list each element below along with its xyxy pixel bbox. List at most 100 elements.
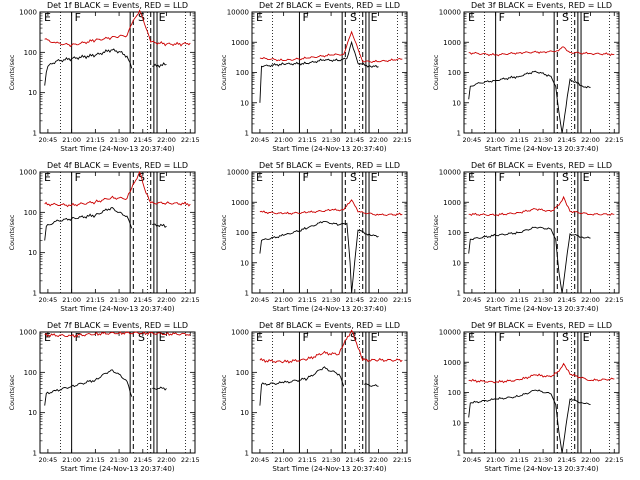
detector-panel: Det 1f BLACK = Events, RED = LLD 1 10 100 10… (8, 1, 200, 153)
y-tick-label: 100 (24, 49, 37, 57)
interval-flag-label: E (44, 331, 51, 344)
x-tick-label: 21:00 (274, 456, 293, 464)
y-tick-label: 1 (245, 130, 249, 138)
x-axis-label: Start Time (24-Nov-13 20:37:40) (272, 305, 386, 313)
x-axis-label: Start Time (24-Nov-13 20:37:40) (60, 145, 174, 153)
y-tick-label: 10000 (227, 169, 249, 177)
y-tick-label: 1 (245, 450, 249, 458)
x-tick-label: 21:15 (86, 456, 105, 464)
events-series-line (44, 369, 167, 406)
x-axis-label: Start Time (24-Nov-13 20:37:40) (484, 145, 598, 153)
x-tick-label: 21:30 (534, 136, 553, 144)
interval-flag-label: S (350, 11, 357, 24)
x-axis-label: Start Time (24-Nov-13 20:37:40) (484, 305, 598, 313)
x-tick-label: 22:15 (181, 456, 200, 464)
y-tick-label: 100 (24, 369, 37, 377)
x-tick-label: 21:30 (322, 136, 341, 144)
x-tick-label: 21:45 (557, 456, 576, 464)
x-tick-label: 21:45 (345, 456, 364, 464)
interval-flag-label: E (159, 171, 166, 184)
y-tick-label: 100 (448, 229, 461, 237)
lld-series-line (468, 195, 615, 217)
events-series-line (468, 226, 591, 294)
x-tick-label: 21:00 (486, 136, 505, 144)
plot-frame (251, 11, 408, 134)
panel-title: Det 7f BLACK = Events, RED = LLD (47, 321, 188, 330)
x-tick-label: 20:45 (39, 296, 58, 304)
x-tick-label: 22:00 (157, 456, 176, 464)
interval-flag-label: S (562, 11, 569, 24)
x-tick-label: 22:00 (369, 136, 388, 144)
y-tick-label: 100 (236, 369, 249, 377)
lld-series-line (44, 170, 191, 208)
y-tick-label: 1000 (19, 329, 37, 337)
x-tick-label: 21:00 (62, 136, 81, 144)
x-tick-label: 22:00 (369, 296, 388, 304)
y-axis-label: Counts/sec (8, 54, 16, 90)
interval-flag-label: E (468, 11, 475, 24)
detector-panel: Det 8f BLACK = Events, RED = LLD 1 10 100 10… (220, 321, 412, 473)
y-tick-label: 10000 (439, 329, 461, 337)
x-tick-label: 22:00 (581, 456, 600, 464)
x-tick-label: 22:15 (393, 296, 412, 304)
y-tick-label: 10000 (439, 169, 461, 177)
interval-flag-label: E (583, 331, 590, 344)
interval-flag-label: E (44, 11, 51, 24)
detector-panel: Det 5f BLACK = Events, RED = LLD 1 10 100 10… (220, 161, 412, 313)
plot-frame (39, 11, 196, 134)
y-tick-label: 1000 (231, 329, 249, 337)
x-tick-label: 21:15 (298, 456, 317, 464)
y-tick-label: 1000 (231, 39, 249, 47)
y-tick-label: 100 (236, 69, 249, 77)
x-tick-label: 20:45 (463, 136, 482, 144)
x-tick-label: 21:30 (534, 296, 553, 304)
detector-panel: Det 7f BLACK = Events, RED = LLD 1 10 100 10… (8, 321, 200, 473)
x-tick-label: 22:15 (605, 456, 624, 464)
x-tick-label: 21:00 (486, 296, 505, 304)
x-tick-label: 21:15 (298, 136, 317, 144)
x-tick-label: 22:00 (157, 136, 176, 144)
y-tick-label: 1 (245, 290, 249, 298)
interval-flag-label: E (159, 11, 166, 24)
detector-panel: Det 3f BLACK = Events, RED = LLD 1 10 100 10… (432, 1, 624, 153)
plot-frame (251, 171, 408, 294)
interval-flag-label: F (302, 171, 308, 184)
x-tick-label: 22:15 (181, 296, 200, 304)
y-axis-label: Counts/sec (8, 374, 16, 410)
x-tick-label: 21:00 (274, 296, 293, 304)
detector-panel: Det 2f BLACK = Events, RED = LLD 1 10 100 10… (220, 1, 412, 153)
y-tick-label: 10 (28, 409, 37, 417)
x-tick-label: 21:15 (86, 296, 105, 304)
x-tick-label: 20:45 (39, 456, 58, 464)
y-axis-label: Counts/sec (432, 214, 440, 250)
interval-flag-label: F (302, 11, 308, 24)
y-tick-label: 10 (452, 419, 461, 427)
interval-flag-label: E (159, 331, 166, 344)
interval-flag-label: E (583, 171, 590, 184)
interval-flag-label: E (371, 171, 378, 184)
detector-panel: Det 6f BLACK = Events, RED = LLD 1 10 100 10… (432, 161, 624, 313)
interval-flag-label: F (499, 171, 505, 184)
y-axis-label: Counts/sec (432, 54, 440, 90)
y-tick-label: 1000 (231, 199, 249, 207)
y-tick-label: 10 (28, 249, 37, 257)
x-tick-label: 21:45 (133, 296, 152, 304)
x-tick-label: 20:45 (251, 296, 270, 304)
y-tick-label: 1000 (19, 9, 37, 17)
x-tick-label: 21:30 (322, 456, 341, 464)
plot-frame (251, 331, 408, 454)
y-tick-label: 1 (33, 290, 37, 298)
detector-panel: Det 4f BLACK = Events, RED = LLD 1 10 100 10… (8, 161, 200, 313)
y-tick-label: 1 (457, 450, 461, 458)
events-series-line (259, 40, 379, 103)
detector-panel: Det 9f BLACK = Events, RED = LLD 1 10 100 10… (432, 321, 624, 473)
y-tick-label: 100 (24, 209, 37, 217)
x-tick-label: 21:30 (110, 456, 129, 464)
lld-series-line (44, 9, 191, 48)
panel-title: Det 8f BLACK = Events, RED = LLD (259, 321, 400, 330)
x-tick-label: 21:15 (86, 136, 105, 144)
x-tick-label: 21:45 (345, 296, 364, 304)
interval-flag-label: S (350, 171, 357, 184)
y-axis-label: Counts/sec (220, 214, 228, 250)
x-tick-label: 20:45 (463, 296, 482, 304)
